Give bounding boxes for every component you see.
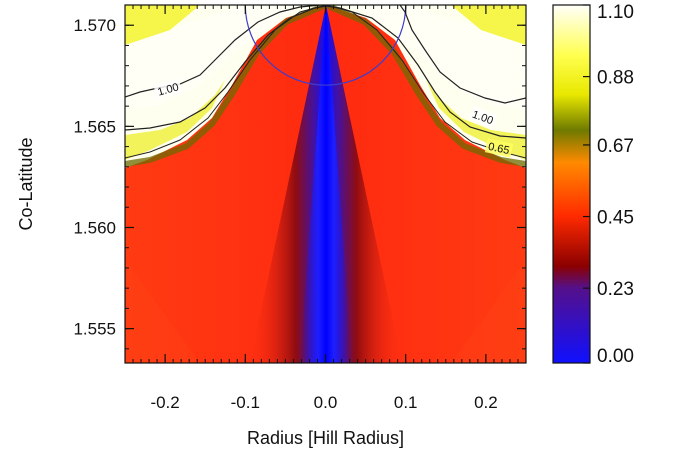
y-axis-label: Co-Latitude bbox=[16, 137, 36, 230]
hill-sphere-circle bbox=[244, 5, 407, 86]
colorbar-gradient bbox=[553, 5, 590, 363]
x-tick-label: -0.1 bbox=[231, 393, 260, 412]
contour-line-1-left bbox=[125, 5, 321, 98]
heatmap-yellow-band-right bbox=[426, 80, 526, 160]
y-axis: 1.570 1.565 1.560 1.555 bbox=[73, 16, 526, 339]
colorbar-tick-label: 1.10 bbox=[597, 2, 634, 23]
contour-label-3: 0.65 bbox=[487, 141, 510, 157]
x-tick-label: 0.1 bbox=[394, 393, 418, 412]
contour-label-bg-2 bbox=[468, 105, 498, 129]
heatmap-olive-band-right bbox=[324, 5, 526, 167]
x-tick-label: 0.2 bbox=[474, 393, 498, 412]
heatmap-field: 1.00 1.00 0.65 bbox=[125, 5, 526, 363]
y-tick-label: 1.565 bbox=[73, 117, 116, 136]
contour-line-2-left bbox=[125, 5, 327, 131]
y-tick-label: 1.560 bbox=[73, 218, 116, 237]
heatmap-olive-band-left bbox=[125, 5, 328, 167]
x-tick-label: 0.0 bbox=[314, 393, 338, 412]
y-tick-label: 1.555 bbox=[73, 320, 116, 339]
heatmap-shade-right bbox=[451, 260, 526, 363]
heatmap-white-right bbox=[352, 5, 526, 110]
x-tick-label: -0.2 bbox=[150, 393, 179, 412]
colorbar-tick-label: 0.67 bbox=[597, 136, 634, 157]
heatmap-blue-core bbox=[300, 5, 352, 363]
contour-label-1: 1.00 bbox=[156, 81, 180, 98]
colorbar-tick-label: 0.23 bbox=[597, 279, 634, 300]
colorbar-ticks: 1.10 0.88 0.67 0.45 0.23 0.00 bbox=[583, 2, 634, 367]
heatmap-yellow-right bbox=[451, 5, 526, 45]
y-tick-label: 1.570 bbox=[73, 16, 116, 35]
x-axis-label: Radius [Hill Radius] bbox=[247, 428, 404, 448]
x-axis: -0.2 -0.1 0.0 0.1 0.2 bbox=[150, 5, 498, 412]
contour-label-bg-3 bbox=[484, 138, 514, 158]
contour-line-3-left bbox=[125, 5, 327, 159]
colorbar-frame bbox=[552, 4, 591, 364]
colorbar-tick-label: 0.88 bbox=[597, 68, 634, 89]
heatmap-yellow-band-left bbox=[125, 80, 225, 160]
contour-label-bg-1 bbox=[153, 78, 183, 100]
heatmap-shade-left bbox=[125, 260, 200, 363]
heatmap-yellow-left bbox=[125, 5, 200, 45]
contour-line-2-right bbox=[325, 5, 526, 139]
colorbar-tick-label: 0.00 bbox=[597, 346, 634, 367]
contour-line-1-right bbox=[399, 5, 526, 104]
colorbar-tick-label: 0.45 bbox=[597, 208, 634, 229]
